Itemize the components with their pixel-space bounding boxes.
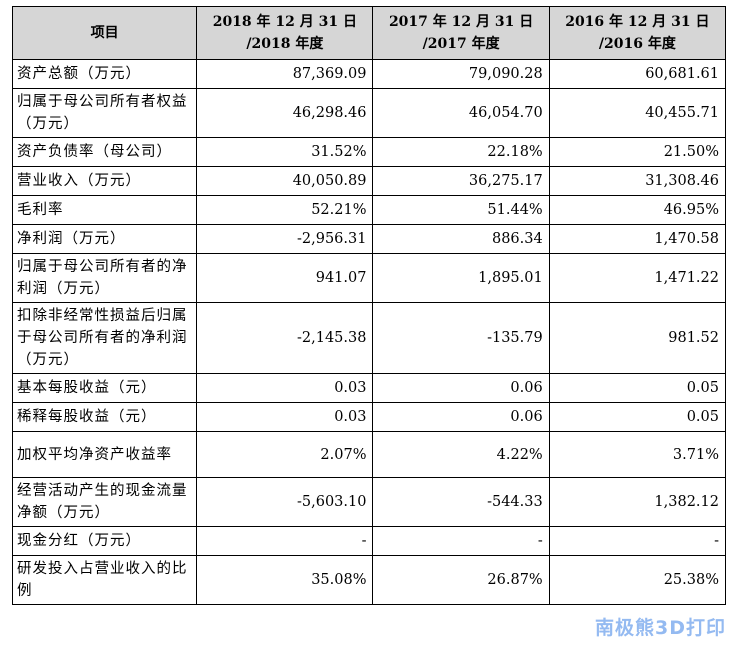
value-2017: 22.18% xyxy=(372,137,550,167)
row-label: 稀释每股收益（元） xyxy=(11,402,198,432)
header-2018-date: 2018 年 12 月 31 日 xyxy=(212,14,358,30)
row-label: 净利润（万元） xyxy=(11,224,198,254)
value-2016: 21.50% xyxy=(548,137,727,167)
value-2016: 1,382.12 xyxy=(548,477,727,527)
table-row: 营业收入（万元） 40,050.89 36,275.17 31,308.46 xyxy=(11,166,727,196)
value-2017: 0.06 xyxy=(372,402,550,432)
row-label: 归属于母公司所有者权益（万元） xyxy=(11,88,198,138)
watermark-logo: 南极熊3D打印 xyxy=(595,617,726,639)
value-2017: 46,054.70 xyxy=(372,88,550,138)
table-row: 资产总额（万元） 87,369.09 79,090.28 60,681.61 xyxy=(11,59,727,89)
value-2016: 25.38% xyxy=(548,555,727,605)
value-2018: 52.21% xyxy=(196,195,374,225)
value-2016: 1,470.58 xyxy=(548,224,727,254)
value-2018: - xyxy=(196,526,374,556)
header-2016: 2016 年 12 月 31 日 /2016 年度 xyxy=(548,6,727,60)
row-label: 研发投入占营业收入的比例 xyxy=(11,555,198,605)
financial-summary-table: 项目 2018 年 12 月 31 日 /2018 年度 2017 年 12 月… xyxy=(11,6,727,605)
table-header-row: 项目 2018 年 12 月 31 日 /2018 年度 2017 年 12 月… xyxy=(11,6,727,60)
row-label: 基本每股收益（元） xyxy=(11,373,198,403)
row-label: 毛利率 xyxy=(11,195,198,225)
value-2017: 36,275.17 xyxy=(372,166,550,196)
table-row: 基本每股收益（元） 0.03 0.06 0.05 xyxy=(11,373,727,403)
value-2016: 40,455.71 xyxy=(548,88,727,138)
table-row: 净利润（万元） -2,956.31 886.34 1,470.58 xyxy=(11,224,727,254)
value-2016: 981.52 xyxy=(548,302,727,374)
table-row: 现金分红（万元） - - - xyxy=(11,526,727,556)
value-2016: 60,681.61 xyxy=(548,59,727,89)
row-label: 资产总额（万元） xyxy=(11,59,198,89)
value-2017: 886.34 xyxy=(372,224,550,254)
row-label: 归属于母公司所有者的净利润（万元） xyxy=(11,253,198,303)
row-label: 经营活动产生的现金流量净额（万元） xyxy=(11,477,198,527)
value-2018: 87,369.09 xyxy=(196,59,374,89)
header-item: 项目 xyxy=(11,6,198,60)
table-row: 归属于母公司所有者的净利润（万元） 941.07 1,895.01 1,471.22 xyxy=(11,253,727,303)
value-2016: 1,471.22 xyxy=(548,253,727,303)
value-2018: 40,050.89 xyxy=(196,166,374,196)
table-row: 加权平均净资产收益率 2.07% 4.22% 3.71% xyxy=(11,431,727,478)
table-row: 研发投入占营业收入的比例 35.08% 26.87% 25.38% xyxy=(11,555,727,605)
value-2018: 0.03 xyxy=(196,402,374,432)
table-row: 归属于母公司所有者权益（万元） 46,298.46 46,054.70 40,455.… xyxy=(11,88,727,138)
value-2018: -5,603.10 xyxy=(196,477,374,527)
header-2017-date: 2017 年 12 月 31 日 xyxy=(388,14,534,30)
header-2018-year: /2018 年度 xyxy=(246,36,324,52)
row-label: 扣除非经常性损益后归属于母公司所有者的净利润（万元） xyxy=(11,302,198,374)
value-2018: 35.08% xyxy=(196,555,374,605)
table-row: 毛利率 52.21% 51.44% 46.95% xyxy=(11,195,727,225)
value-2017: 4.22% xyxy=(372,431,550,478)
row-label: 现金分红（万元） xyxy=(11,526,198,556)
value-2018: -2,145.38 xyxy=(196,302,374,374)
value-2017: 26.87% xyxy=(372,555,550,605)
value-2016: 46.95% xyxy=(548,195,727,225)
value-2016: - xyxy=(548,526,727,556)
table-row: 经营活动产生的现金流量净额（万元） -5,603.10 -544.33 1,382.1… xyxy=(11,477,727,527)
value-2017: 0.06 xyxy=(372,373,550,403)
value-2016: 0.05 xyxy=(548,373,727,403)
value-2017: 1,895.01 xyxy=(372,253,550,303)
row-label: 加权平均净资产收益率 xyxy=(11,431,198,478)
value-2018: 941.07 xyxy=(196,253,374,303)
value-2018: 31.52% xyxy=(196,137,374,167)
value-2017: -135.79 xyxy=(372,302,550,374)
table-row: 稀释每股收益（元） 0.03 0.06 0.05 xyxy=(11,402,727,432)
value-2016: 0.05 xyxy=(548,402,727,432)
header-2016-date: 2016 年 12 月 31 日 xyxy=(565,14,710,30)
value-2017: 51.44% xyxy=(372,195,550,225)
value-2017: 79,090.28 xyxy=(372,59,550,89)
header-2017-year: /2017 年度 xyxy=(422,36,500,52)
header-2018: 2018 年 12 月 31 日 /2018 年度 xyxy=(196,6,374,60)
value-2016: 3.71% xyxy=(548,431,727,478)
table-row: 扣除非经常性损益后归属于母公司所有者的净利润（万元） -2,145.38 -135.… xyxy=(11,302,727,374)
row-label: 资产负债率（母公司） xyxy=(11,137,198,167)
value-2018: 46,298.46 xyxy=(196,88,374,138)
row-label: 营业收入（万元） xyxy=(11,166,198,196)
value-2016: 31,308.46 xyxy=(548,166,727,196)
value-2018: -2,956.31 xyxy=(196,224,374,254)
value-2018: 0.03 xyxy=(196,373,374,403)
value-2018: 2.07% xyxy=(196,431,374,478)
table-row: 资产负债率（母公司） 31.52% 22.18% 21.50% xyxy=(11,137,727,167)
value-2017: -544.33 xyxy=(372,477,550,527)
header-2017: 2017 年 12 月 31 日 /2017 年度 xyxy=(372,6,550,60)
header-2016-year: /2016 年度 xyxy=(598,36,676,52)
value-2017: - xyxy=(372,526,550,556)
